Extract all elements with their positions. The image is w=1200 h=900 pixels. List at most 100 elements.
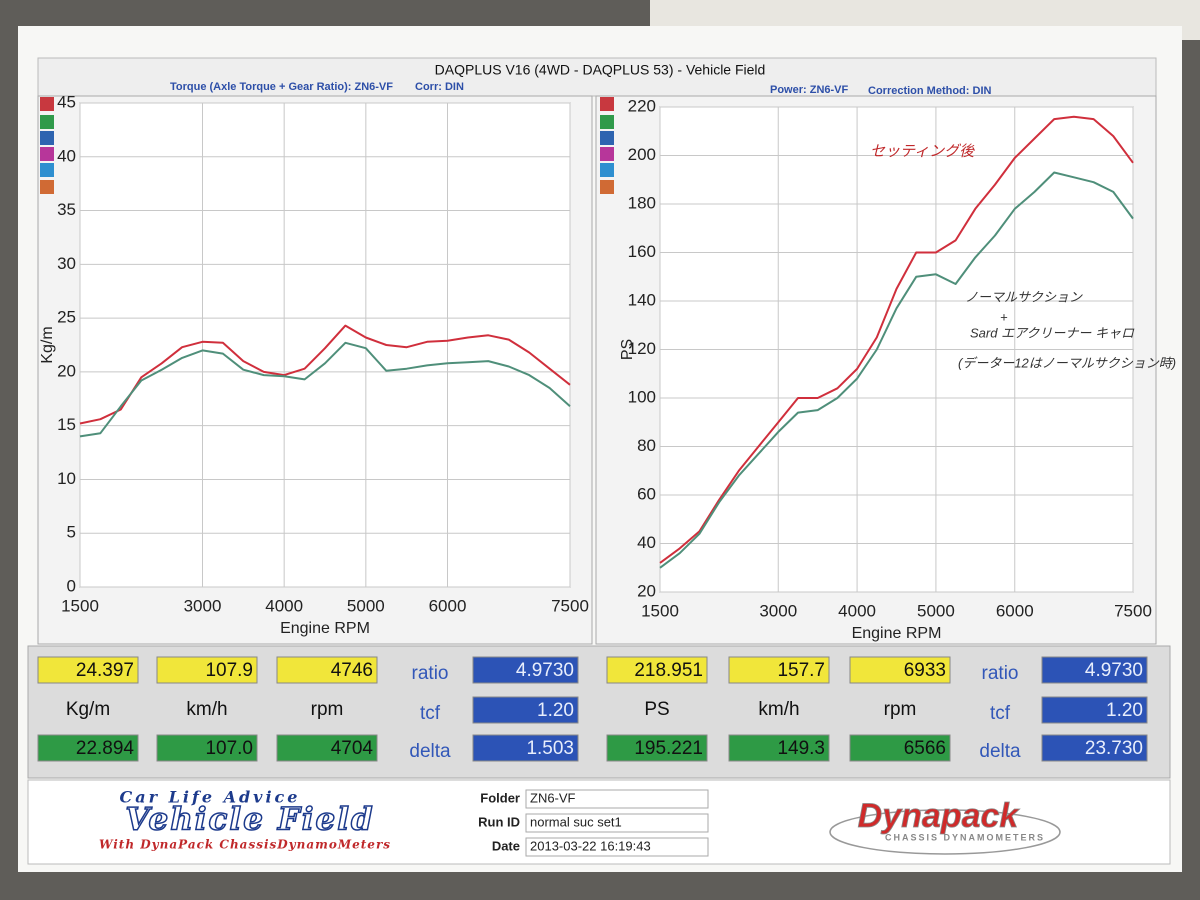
readout-value: 22.894 [76, 738, 135, 759]
logo-sub: CHASSIS DYNAMOMETERS [885, 832, 1045, 842]
readout-cell [1041, 656, 1148, 684]
right-info: Power: ZN6-VF [770, 84, 849, 96]
swatch [600, 97, 614, 111]
readout-value: 1.503 [526, 738, 574, 759]
x-tick-label: 4000 [838, 601, 876, 620]
run-value: normal suc set1 [530, 814, 622, 829]
readout-cell [849, 734, 951, 762]
x-tick-label: 6000 [996, 601, 1034, 620]
unit-label: rpm [884, 699, 917, 720]
readout-value: 23.730 [1085, 738, 1143, 759]
readout-cell [156, 734, 258, 762]
y-axis-label: PS [619, 339, 636, 360]
readout-cell [849, 656, 951, 684]
readout-cell [37, 656, 139, 684]
readout-cell [156, 656, 258, 684]
y-tick-label: 35 [57, 200, 76, 219]
readout-value: 6933 [904, 660, 946, 681]
swatch [40, 163, 54, 177]
readout-cell [37, 734, 139, 762]
readout-value: 24.397 [76, 660, 134, 681]
readout-value: 4746 [331, 660, 373, 681]
left-corr: Corr: DIN [415, 81, 464, 93]
y-tick-label: 140 [628, 290, 656, 309]
readout-label: tcf [990, 703, 1011, 724]
data-line [659, 115, 1134, 564]
annotation: (データー12はノーマルサクション時) [958, 355, 1176, 370]
readout-value: 6566 [904, 738, 946, 759]
y-tick-label: 25 [57, 308, 76, 327]
readout-cell [606, 734, 708, 762]
unit-label: Kg/m [66, 699, 110, 720]
x-tick-label: 6000 [429, 596, 467, 615]
brand: Vehicle Field [125, 802, 374, 838]
folder-value: ZN6-VF [530, 790, 576, 805]
readout-value: 107.0 [205, 738, 253, 759]
x-axis-label: Engine RPM [852, 625, 942, 642]
readout-value: 218.951 [634, 660, 703, 681]
readout-value: 4.9730 [516, 660, 574, 681]
field [525, 789, 709, 809]
x-tick-label: 5000 [347, 596, 385, 615]
y-tick-label: 45 [57, 92, 76, 111]
readout-value: 149.3 [777, 738, 825, 759]
x-tick-label: 5000 [917, 601, 955, 620]
title: DAQPLUS V16 (4WD - DAQPLUS 53) - Vehicle… [435, 62, 766, 78]
readout-cell [1041, 696, 1148, 724]
y-tick-label: 20 [57, 361, 76, 380]
unit-label: km/h [758, 699, 799, 720]
swatch [600, 180, 614, 194]
readout-value: 157.7 [777, 660, 825, 681]
y-tick-label: 160 [628, 242, 656, 261]
y-tick-label: 40 [57, 146, 76, 165]
readout-cell [472, 734, 579, 762]
y-tick-label: 80 [637, 436, 656, 455]
y-tick-label: 180 [628, 193, 656, 212]
x-tick-label: 1500 [641, 601, 679, 620]
plot-area [79, 102, 571, 588]
logo: Dynapack [858, 797, 1021, 835]
annotation: セッティング後 [870, 143, 975, 160]
readout-label: delta [409, 741, 451, 762]
y-tick-label: 5 [67, 523, 76, 542]
field [525, 837, 709, 857]
swatch [600, 163, 614, 177]
swatch [40, 147, 54, 161]
data-line [79, 324, 571, 425]
swatch [600, 131, 614, 145]
unit-label: rpm [311, 699, 344, 720]
swatch [40, 115, 54, 129]
readout-label: delta [979, 741, 1021, 762]
readout-cell [606, 656, 708, 684]
swatch [600, 147, 614, 161]
header-band [37, 57, 1157, 97]
date-label: Date [492, 838, 520, 853]
readout-value: 107.9 [205, 660, 253, 681]
annotation: ノーマルサクション [965, 289, 1083, 304]
y-tick-label: 100 [628, 387, 656, 406]
annotation: + [1000, 309, 1008, 324]
y-tick-label: 40 [637, 533, 656, 552]
y-tick-label: 30 [57, 254, 76, 273]
readout-value: 1.20 [537, 700, 574, 721]
readout-cell [472, 696, 579, 724]
y-tick-label: 200 [628, 145, 656, 164]
y-tick-label: 15 [57, 415, 76, 434]
brand-bottom: With DynaPack ChassisDynamoMeters [99, 838, 391, 852]
x-tick-label: 3000 [184, 596, 222, 615]
readout-label: ratio [982, 663, 1019, 684]
y-tick-label: 60 [637, 484, 656, 503]
readout-cell [472, 656, 579, 684]
date-value: 2013-03-22 16:19:43 [530, 838, 651, 853]
x-tick-label: 7500 [551, 596, 589, 615]
brand-top: Car Life Advice [120, 788, 301, 807]
readout-value: 4704 [331, 738, 374, 759]
swatch [40, 131, 54, 145]
run-label: Run ID [478, 814, 520, 829]
field [525, 813, 709, 833]
readout-label: ratio [412, 663, 449, 684]
readout-cell [276, 656, 378, 684]
readout-cell [728, 656, 830, 684]
left-info: Torque (Axle Torque + Gear Ratio): ZN6-V… [170, 81, 393, 93]
